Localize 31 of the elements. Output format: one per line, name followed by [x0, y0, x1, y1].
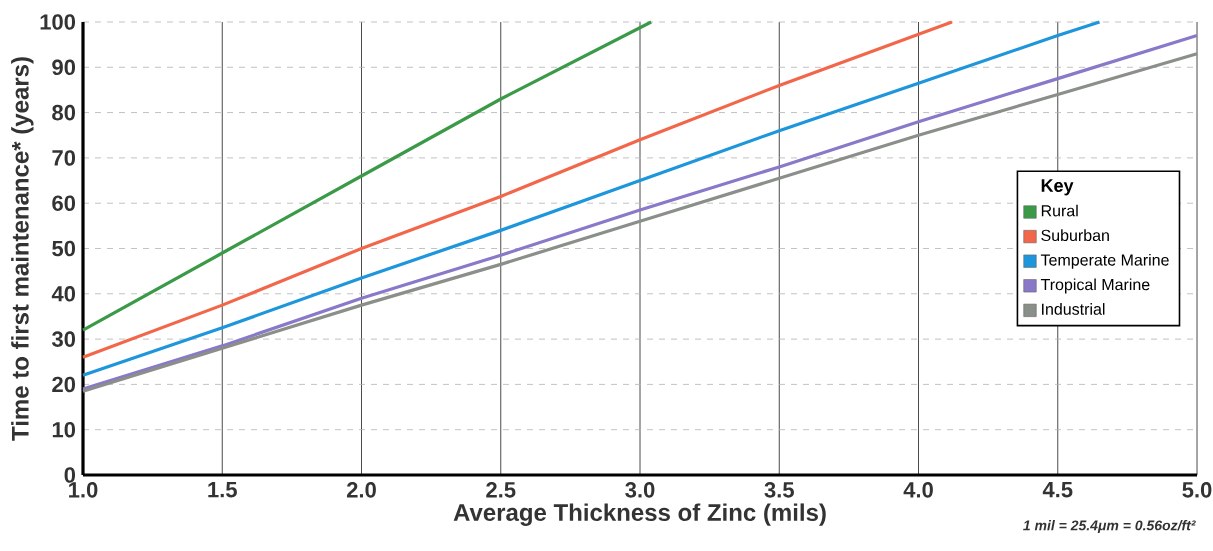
legend-label: Suburban [1041, 229, 1109, 242]
y-tick-label: 90 [52, 59, 76, 76]
x-tick-label: 4.0 [903, 482, 933, 498]
line-series [81, 20, 954, 359]
y-tick-label: 50 [52, 240, 76, 257]
y-tick-label: 30 [51, 331, 76, 347]
x-tick-label: 4.5 [1042, 482, 1073, 498]
y-tick-label: 0 [64, 467, 76, 483]
y-axis-title: Time to first maintenance* (years) [11, 57, 34, 441]
y-tick-label: 20 [52, 376, 76, 393]
legend-label: Rural [1041, 204, 1078, 217]
legend-title: Key [1041, 179, 1074, 196]
y-tick-label: 100 [40, 14, 76, 30]
line-series [81, 20, 653, 332]
x-axis-title: Average Thickness of Zinc (mils) [453, 503, 826, 526]
y-tick-label: 70 [52, 150, 76, 166]
y-tick-label: 40 [51, 286, 76, 302]
legend-label: Temperate Marine [1040, 253, 1169, 269]
x-tick-label: 2.0 [346, 482, 376, 498]
y-tick-label: 80 [52, 104, 76, 121]
x-tick-label: 3.0 [625, 482, 655, 498]
x-tick-label: 2.5 [486, 482, 516, 498]
legend-label: Industrial [1042, 303, 1105, 315]
legend-label: Tropical Marine [1040, 278, 1150, 294]
x-tick-label: 1.0 [69, 482, 98, 498]
x-tick-label: 1.5 [208, 482, 237, 498]
x-tick-label: 5.0 [1182, 482, 1212, 498]
y-tick-label: 60 [52, 195, 76, 211]
text: 1 mil = 25.4μm = 0.56oz/ft² [1023, 520, 1196, 534]
y-tick-label: 10 [52, 421, 76, 438]
x-tick-label: 3.5 [764, 482, 794, 498]
